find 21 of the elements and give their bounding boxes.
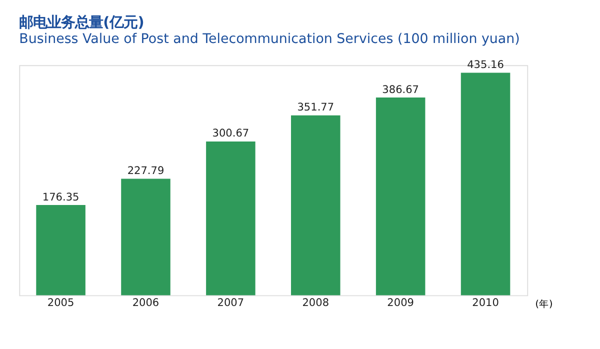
data-label: 386.67 bbox=[382, 84, 420, 96]
chart-title: 邮电业务总量(亿元) bbox=[19, 14, 144, 31]
data-label: 300.67 bbox=[212, 128, 250, 140]
x-tick-label: 2010 bbox=[472, 297, 499, 310]
data-label: 435.16 bbox=[467, 58, 504, 71]
bar bbox=[206, 142, 256, 296]
data-label: 227.79 bbox=[127, 164, 164, 177]
bar bbox=[376, 98, 426, 296]
x-tick-label: 2008 bbox=[302, 297, 330, 310]
data-label: 351.77 bbox=[297, 102, 334, 114]
x-tick-label: 2009 bbox=[387, 297, 414, 310]
bar bbox=[36, 205, 86, 296]
x-tick-label: 2007 bbox=[217, 297, 244, 310]
x-tick-label: 2006 bbox=[132, 297, 160, 310]
chart-subtitle: Business Value of Post and Telecommunication Services (100 million yuan) bbox=[19, 32, 520, 48]
x-axis-title: (年) bbox=[535, 298, 553, 310]
bar bbox=[291, 115, 340, 296]
data-label: 176.35 bbox=[42, 191, 80, 204]
bar bbox=[121, 178, 170, 296]
bar bbox=[460, 72, 510, 296]
x-tick-label: 2005 bbox=[47, 297, 74, 310]
